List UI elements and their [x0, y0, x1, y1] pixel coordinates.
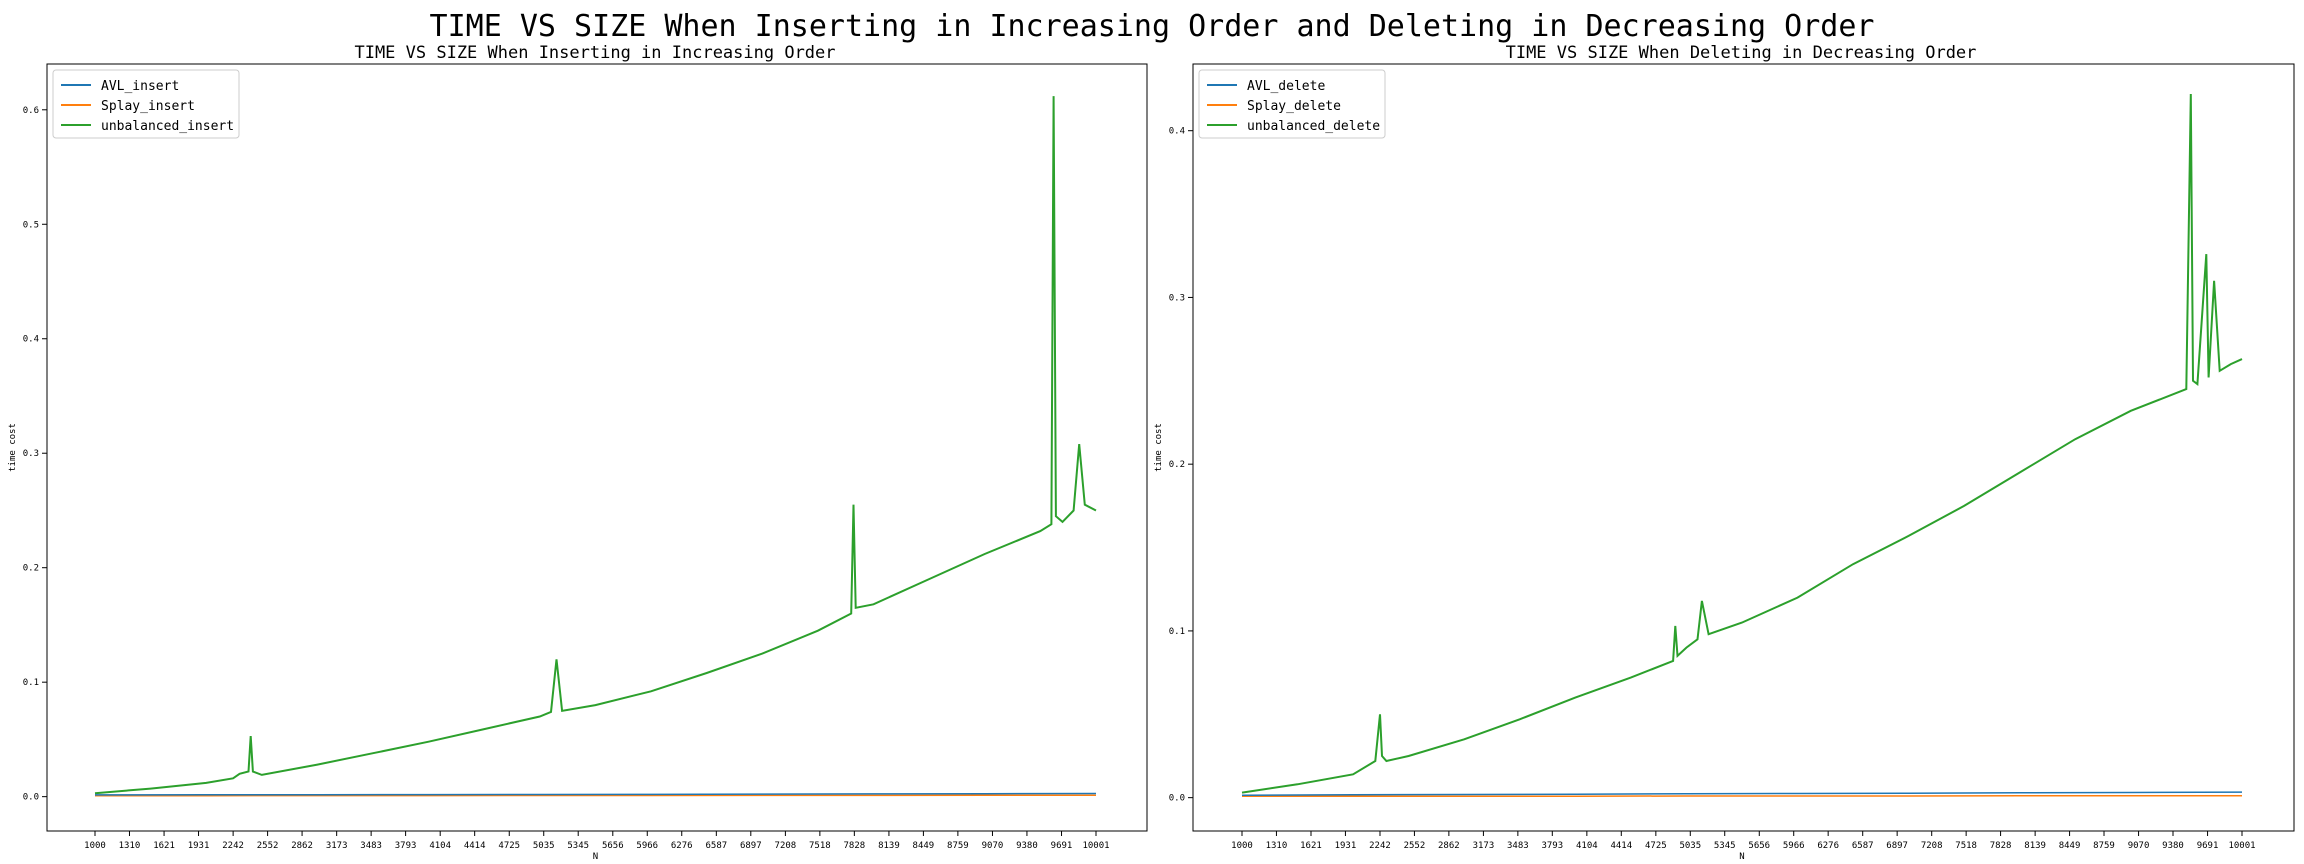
y-tick-label: 0.0 — [23, 793, 39, 803]
x-tick-label: 4725 — [1645, 841, 1667, 851]
x-axis-label: N — [1739, 852, 1744, 862]
x-tick-label: 3793 — [1541, 841, 1563, 851]
x-axis-label: N — [593, 852, 598, 862]
x-tick-label: 9380 — [2162, 841, 2184, 851]
x-tick-label: 1931 — [1335, 841, 1357, 851]
x-tick-label: 3793 — [395, 841, 417, 851]
x-tick-label: 8139 — [878, 841, 900, 851]
subplot-title: TIME VS SIZE When Deleting in Decreasing… — [1506, 43, 1977, 63]
legend: AVL_insert Splay_insert unbalanced_insert — [52, 69, 240, 139]
x-tick-label: 9691 — [1051, 841, 1073, 851]
x-tick-label: 1621 — [153, 841, 175, 851]
legend-label: AVL_insert — [101, 79, 179, 94]
x-tick-label: 1310 — [119, 841, 141, 851]
subplot-2: TIME VS SIZE When Deleting in Decreasing… — [1154, 43, 2295, 862]
x-tick-label: 7208 — [1921, 841, 1943, 851]
x-tick-label: 5345 — [1714, 841, 1736, 851]
x-tick-label: 1310 — [1266, 841, 1288, 851]
series-line-unbalanced_delete — [1241, 93, 2243, 794]
y-tick-label: 0.3 — [1169, 293, 1185, 303]
legend-box — [52, 69, 240, 139]
x-tick-label: 4414 — [1610, 841, 1632, 851]
legend-label: Splay_delete — [1247, 99, 1341, 114]
x-tick-label: 7518 — [809, 841, 831, 851]
figure-title: TIME VS SIZE When Inserting in Increasin… — [429, 9, 1875, 44]
x-tick-label: 4104 — [1576, 841, 1598, 851]
x-tick-label: 7828 — [843, 841, 865, 851]
x-tick-label: 5345 — [567, 841, 589, 851]
x-tick-label: 10001 — [2228, 841, 2255, 851]
x-tick-label: 2242 — [222, 841, 244, 851]
x-tick-label: 3483 — [1507, 841, 1529, 851]
legend-label: unbalanced_insert — [101, 119, 234, 134]
x-tick-label: 8759 — [2093, 841, 2115, 851]
y-tick-label: 0.5 — [23, 220, 39, 230]
x-tick-label: 6276 — [1817, 841, 1839, 851]
subplot-1: TIME VS SIZE When Inserting in Increasin… — [8, 43, 1148, 862]
y-tick-label: 0.4 — [23, 335, 39, 345]
subplot-title: TIME VS SIZE When Inserting in Increasin… — [354, 43, 835, 63]
y-tick-label: 0.1 — [23, 678, 39, 688]
x-tick-label: 5656 — [602, 841, 624, 851]
x-tick-label: 7208 — [775, 841, 797, 851]
x-tick-label: 5035 — [1679, 841, 1701, 851]
x-tick-label: 8139 — [2024, 841, 2046, 851]
y-tick-label: 0.1 — [1169, 627, 1185, 637]
x-tick-label: 2862 — [291, 841, 313, 851]
series-line-Splay_delete — [1242, 794, 2243, 798]
x-tick-label: 6276 — [671, 841, 693, 851]
x-tick-label: 4104 — [429, 841, 451, 851]
y-tick-label: 0.0 — [1169, 794, 1185, 804]
series-line-unbalanced_insert — [94, 96, 1097, 795]
x-tick-label: 6897 — [1886, 841, 1908, 851]
x-tick-label: 5656 — [1748, 841, 1770, 851]
x-tick-label: 1000 — [84, 841, 106, 851]
x-tick-label: 4725 — [498, 841, 520, 851]
y-axis-label: time cost — [8, 423, 18, 472]
x-tick-label: 1931 — [188, 841, 210, 851]
x-tick-label: 2552 — [257, 841, 279, 851]
x-tick-label: 7518 — [1955, 841, 1977, 851]
x-tick-label: 6587 — [705, 841, 727, 851]
x-tick-label: 1621 — [1300, 841, 1322, 851]
x-tick-label: 9380 — [1016, 841, 1038, 851]
x-tick-label: 5035 — [533, 841, 555, 851]
legend-label: unbalanced_delete — [1247, 119, 1380, 134]
x-tick-label: 5966 — [1783, 841, 1805, 851]
x-tick-label: 6897 — [740, 841, 762, 851]
y-tick-label: 0.3 — [23, 449, 39, 459]
x-tick-label: 9070 — [982, 841, 1004, 851]
x-tick-label: 2242 — [1369, 841, 1391, 851]
x-tick-label: 9070 — [2128, 841, 2150, 851]
x-tick-label: 8759 — [947, 841, 969, 851]
x-tick-label: 9691 — [2197, 841, 2219, 851]
x-tick-label: 7828 — [1990, 841, 2012, 851]
x-tick-label: 3483 — [360, 841, 382, 851]
y-tick-label: 0.4 — [1169, 127, 1185, 137]
x-tick-label: 10001 — [1082, 841, 1109, 851]
legend-label: AVL_delete — [1247, 79, 1325, 94]
series-line-AVL_delete — [1241, 791, 2243, 796]
legend-label: Splay_insert — [101, 99, 195, 114]
y-axis-label: time cost — [1154, 423, 1164, 472]
x-tick-label: 2862 — [1438, 841, 1460, 851]
legend-box — [1198, 69, 1386, 139]
x-tick-label: 6587 — [1852, 841, 1874, 851]
x-tick-label: 8449 — [2059, 841, 2081, 851]
x-tick-label: 4414 — [464, 841, 486, 851]
x-tick-label: 5966 — [636, 841, 658, 851]
x-tick-label: 1000 — [1231, 841, 1253, 851]
plot-frame — [46, 63, 1148, 832]
x-tick-label: 3173 — [326, 841, 348, 851]
y-tick-label: 0.6 — [23, 106, 39, 116]
y-tick-label: 0.2 — [23, 564, 39, 574]
legend: AVL_delete Splay_delete unbalanced_delete — [1198, 69, 1386, 139]
x-tick-label: 3173 — [1473, 841, 1495, 851]
series-line-AVL_insert — [94, 792, 1097, 796]
plot-frame — [1192, 63, 2295, 832]
x-tick-label: 2552 — [1404, 841, 1426, 851]
x-tick-label: 8449 — [913, 841, 935, 851]
y-tick-label: 0.2 — [1169, 460, 1185, 470]
